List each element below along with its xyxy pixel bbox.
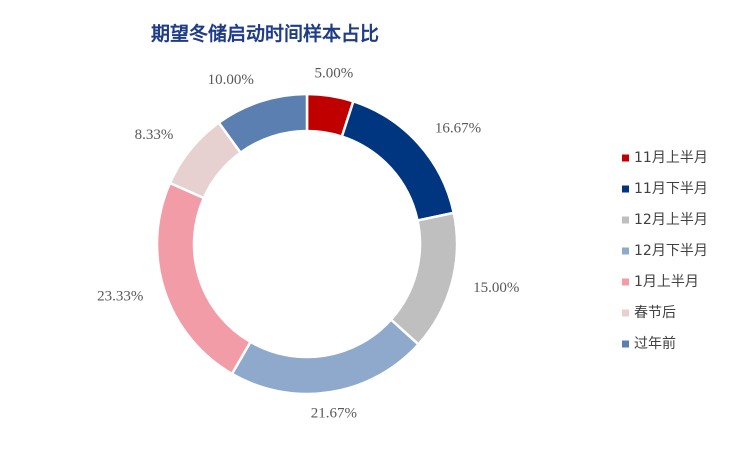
data-label: 8.33%	[135, 127, 174, 143]
legend-marker	[622, 309, 629, 317]
data-label: 15.00%	[473, 280, 519, 296]
legend-label: 1月上半月	[634, 274, 699, 290]
legend-label: 春节后	[634, 305, 676, 321]
legend-label: 11月下半月	[634, 181, 708, 197]
legend-marker	[622, 340, 629, 348]
data-label: 5.00%	[315, 66, 354, 82]
legend-label: 12月下半月	[634, 243, 708, 259]
data-label: 23.33%	[97, 289, 143, 305]
donut-segment	[217, 92, 309, 155]
legend-marker	[622, 216, 629, 224]
legend-label: 11月上半月	[634, 150, 708, 166]
legend-label: 12月上半月	[634, 212, 708, 228]
legend-marker	[622, 278, 629, 286]
legend-marker	[622, 247, 629, 255]
data-label: 16.67%	[435, 120, 481, 136]
legend-marker	[622, 154, 629, 162]
data-label: 10.00%	[208, 72, 254, 88]
chart-title: 期望冬储启动时间样本占比	[151, 22, 379, 45]
legend-marker	[622, 185, 629, 193]
data-label: 21.67%	[311, 405, 357, 421]
legend-label: 过年前	[634, 335, 676, 352]
